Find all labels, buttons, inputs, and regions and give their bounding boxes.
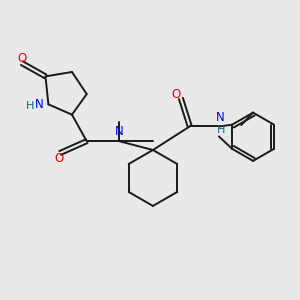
- Text: O: O: [54, 152, 63, 165]
- Text: N: N: [115, 125, 124, 138]
- Text: H: H: [26, 101, 34, 111]
- Text: N: N: [35, 98, 44, 111]
- Text: H: H: [217, 125, 225, 135]
- Text: O: O: [17, 52, 26, 65]
- Text: O: O: [171, 88, 180, 101]
- Text: N: N: [216, 111, 225, 124]
